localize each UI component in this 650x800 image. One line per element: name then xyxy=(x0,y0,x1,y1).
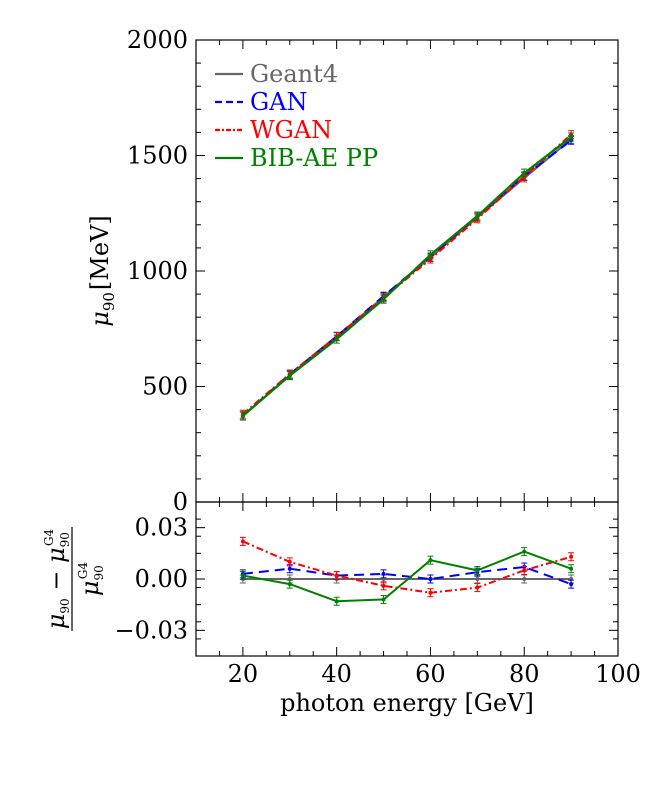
ratio-data-point xyxy=(475,577,480,581)
ratio-data-point xyxy=(522,549,527,554)
main-data-point xyxy=(522,171,527,176)
main-ytick-label: 1500 xyxy=(127,142,188,170)
ratio-data-point xyxy=(240,573,245,578)
main-data-point xyxy=(240,413,245,418)
main-data-point xyxy=(569,135,574,140)
main-ytick-label: 2000 xyxy=(127,26,188,54)
main-data-point xyxy=(428,252,433,257)
ratio-data-point xyxy=(428,590,433,595)
ratio-data-point xyxy=(240,539,245,544)
x-tick-label: 20 xyxy=(228,660,259,688)
ratio-data-point xyxy=(569,566,574,571)
ratio-series-bib-ae-pp xyxy=(242,550,572,603)
main-ytick-label: 0 xyxy=(173,488,188,516)
y-axis-label: μ90[MeV] xyxy=(86,215,118,327)
main-data-point xyxy=(475,214,480,219)
x-tick-label: 60 xyxy=(415,660,446,688)
legend-label: GAN xyxy=(250,88,308,116)
main-plot-panel: 0 500 1000 1500 2000 xyxy=(127,26,619,516)
ratio-data-point xyxy=(569,554,574,559)
ratio-data-point xyxy=(475,568,480,573)
ratio-data-point xyxy=(334,573,339,578)
main-ytick-label: 1000 xyxy=(127,257,188,285)
ratio-ytick-label: 0.03 xyxy=(135,514,188,542)
main-data-point xyxy=(287,373,292,378)
ratio-data-point xyxy=(287,566,292,571)
x-tick-label: 40 xyxy=(321,660,352,688)
x-tick-label: 100 xyxy=(595,660,641,688)
ratio-data-point xyxy=(381,583,386,588)
ratio-data-point xyxy=(287,582,292,587)
x-axis-label: photon energy [GeV] xyxy=(280,689,534,717)
main-data-point xyxy=(381,297,386,302)
legend-label: BIB-AE PP xyxy=(250,144,378,172)
main-series-bib-ae-pp xyxy=(242,136,572,417)
ratio-data-point xyxy=(334,599,339,604)
ratio-series-gan xyxy=(242,565,572,586)
ratio-series-wgan xyxy=(242,540,572,594)
ratio-data-point xyxy=(522,577,527,581)
ratio-data-point xyxy=(381,597,386,602)
ratio-ytick-label: 0.00 xyxy=(135,565,188,593)
ratio-data-point xyxy=(428,577,433,581)
ratio-ytick-label: −0.03 xyxy=(114,616,188,644)
ratio-data-point xyxy=(381,571,386,576)
axis-labels: 20 40 60 80 100 photon energy [GeV] μ90[MeV] μ9… xyxy=(42,215,641,717)
ratio-plot-panel: −0.03 0.00 0.03 xyxy=(114,501,619,657)
ratio-data-point xyxy=(287,559,292,564)
main-ytick-label: 500 xyxy=(142,373,188,401)
ratio-data-point xyxy=(428,558,433,563)
x-tick-label: 80 xyxy=(509,660,540,688)
svg-text:μ90 − μ90G4: μ90 − μ90G4 xyxy=(42,528,72,629)
legend-label: Geant4 xyxy=(250,60,338,88)
ratio-data-point xyxy=(522,568,527,573)
ratio-data-point xyxy=(569,582,574,587)
ratio-data-point xyxy=(475,585,480,590)
svg-text:μ90G4: μ90G4 xyxy=(76,562,106,596)
main-data-point xyxy=(334,337,339,342)
legend-label: WGAN xyxy=(250,116,332,144)
